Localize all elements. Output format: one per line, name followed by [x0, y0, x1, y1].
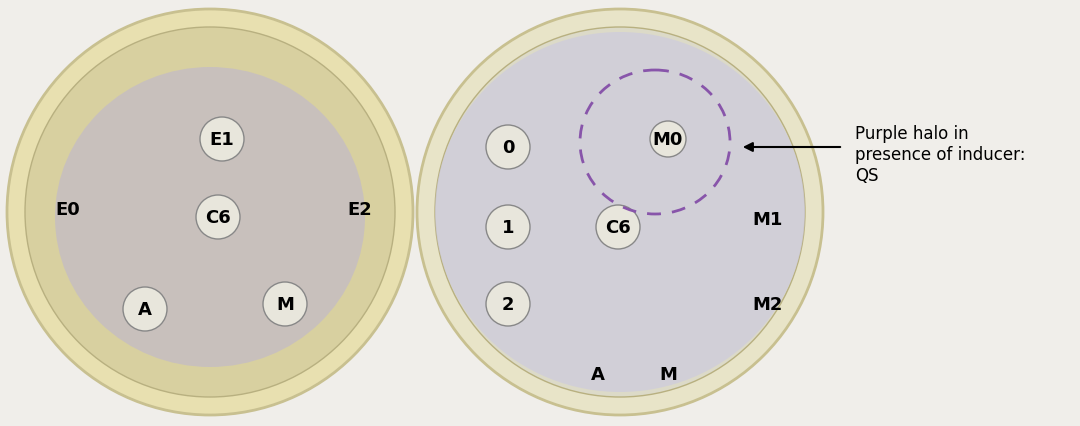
Text: A: A [138, 300, 152, 318]
Ellipse shape [55, 68, 365, 367]
Text: Purple halo in
presence of inducer:
QS: Purple halo in presence of inducer: QS [855, 125, 1026, 184]
Text: M0: M0 [652, 131, 684, 149]
Circle shape [264, 282, 307, 326]
Text: C6: C6 [605, 219, 631, 236]
Circle shape [486, 205, 530, 249]
Text: E0: E0 [56, 201, 80, 219]
Circle shape [486, 282, 530, 326]
Text: 0: 0 [502, 139, 514, 157]
Circle shape [200, 118, 244, 161]
Circle shape [417, 10, 823, 415]
Text: C6: C6 [205, 208, 231, 227]
Circle shape [6, 10, 413, 415]
Text: 2: 2 [502, 295, 514, 313]
Circle shape [596, 205, 640, 249]
Ellipse shape [435, 33, 805, 392]
Text: M1: M1 [753, 210, 783, 228]
Circle shape [123, 287, 167, 331]
Text: E2: E2 [348, 201, 373, 219]
Text: 1: 1 [502, 219, 514, 236]
Circle shape [25, 28, 395, 397]
Circle shape [486, 126, 530, 170]
Text: M: M [659, 365, 677, 383]
Text: M2: M2 [753, 295, 783, 313]
Text: A: A [591, 365, 605, 383]
Circle shape [650, 122, 686, 158]
Circle shape [195, 196, 240, 239]
Text: E1: E1 [210, 131, 234, 149]
Text: M: M [276, 295, 294, 313]
Circle shape [435, 28, 805, 397]
